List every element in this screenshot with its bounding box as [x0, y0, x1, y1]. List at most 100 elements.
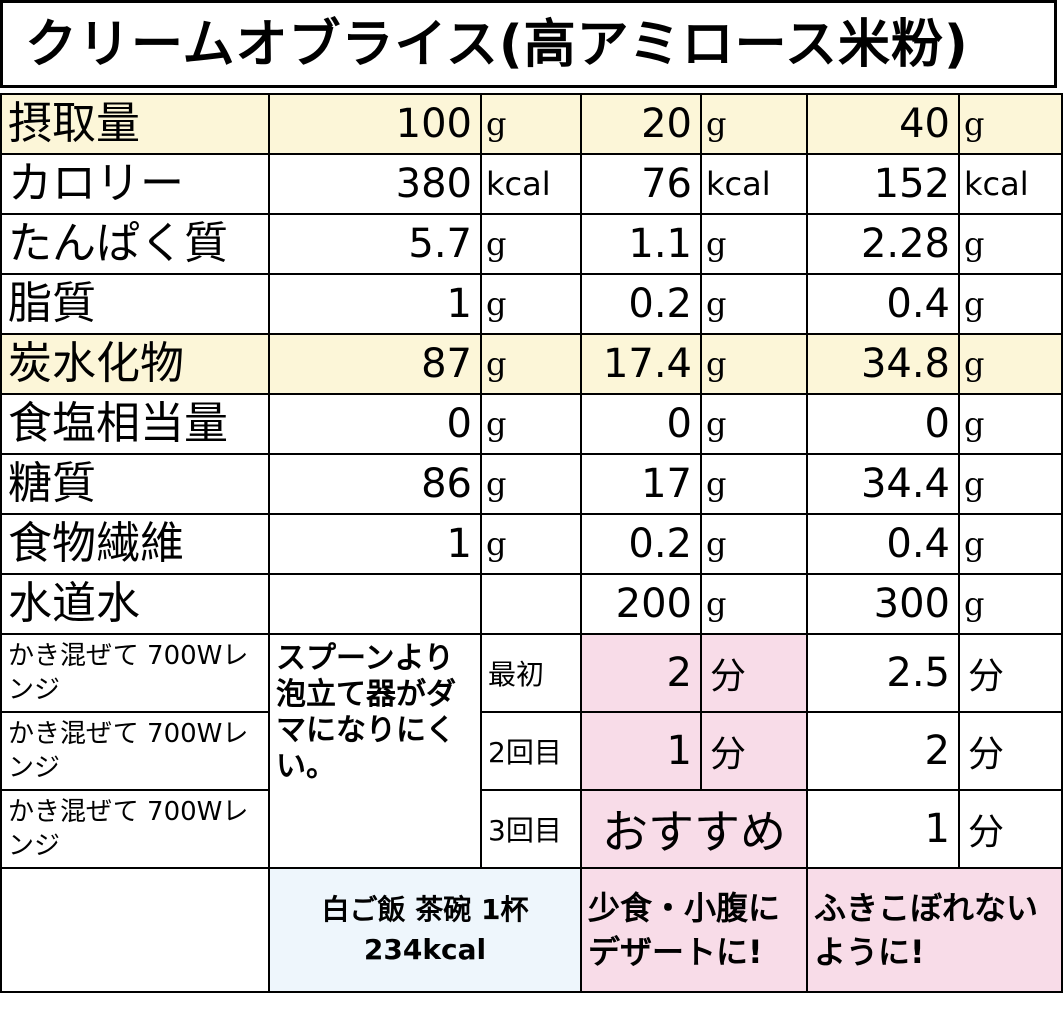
- row-microwave-2: かき混ぜて 700Wレンジ 2回目 1 分 2 分: [0, 711, 1063, 791]
- step-order: 最初: [480, 633, 582, 713]
- value-40g: 152: [806, 153, 960, 215]
- value-20g: 0: [580, 393, 702, 455]
- value-40g: 40: [806, 93, 960, 155]
- unit: [480, 573, 582, 635]
- row-fat: 脂質 1 g 0.2 g 0.4 g: [0, 273, 1063, 335]
- row-sugar: 糖質 86 g 17 g 34.4 g: [0, 453, 1063, 515]
- nutrition-table: 摂取量 100 g 20 g 40 g カロリー 380 kcal 76 kca…: [0, 93, 1063, 993]
- value-20g: 20: [580, 93, 702, 155]
- step-minutes-40g: 2.5: [806, 633, 960, 713]
- value-100g: 87: [268, 333, 482, 395]
- unit: g: [480, 393, 582, 455]
- row-label: 糖質: [0, 453, 270, 515]
- value-100g: 100: [268, 93, 482, 155]
- unit: g: [700, 93, 808, 155]
- unit: 分: [958, 789, 1063, 869]
- row-calorie: カロリー 380 kcal 76 kcal 152 kcal: [0, 153, 1063, 215]
- microwave-label: かき混ぜて 700Wレンジ: [0, 711, 270, 791]
- unit: g: [958, 93, 1063, 155]
- value-20g: 0.2: [580, 513, 702, 575]
- step-order: 3回目: [480, 789, 582, 869]
- row-label: 水道水: [0, 573, 270, 635]
- row-protein: たんぱく質 5.7 g 1.1 g 2.28 g: [0, 213, 1063, 275]
- value-40g: 0.4: [806, 273, 960, 335]
- unit: g: [480, 513, 582, 575]
- row-microwave-3: かき混ぜて 700Wレンジ 3回目 おすすめ 1 分: [0, 789, 1063, 869]
- unit: 分: [958, 711, 1063, 791]
- unit: kcal: [958, 153, 1063, 215]
- unit: g: [958, 213, 1063, 275]
- unit: g: [958, 573, 1063, 635]
- unit: g: [480, 213, 582, 275]
- row-label: 摂取量: [0, 93, 270, 155]
- unit: kcal: [480, 153, 582, 215]
- value-20g: 200: [580, 573, 702, 635]
- value-40g: 34.4: [806, 453, 960, 515]
- caution-note: ふきこぼれないように!: [806, 867, 1063, 993]
- value-20g: 17.4: [580, 333, 702, 395]
- value-40g: 0.4: [806, 513, 960, 575]
- row-label: 脂質: [0, 273, 270, 335]
- unit: 分: [700, 633, 808, 713]
- unit: g: [958, 393, 1063, 455]
- value-20g: 17: [580, 453, 702, 515]
- unit: g: [958, 513, 1063, 575]
- value-100g: 0: [268, 393, 482, 455]
- unit: 分: [700, 711, 808, 791]
- unit: g: [480, 453, 582, 515]
- unit: g: [700, 573, 808, 635]
- unit: g: [700, 453, 808, 515]
- step-minutes-20g: 2: [580, 633, 702, 713]
- value-40g: 0: [806, 393, 960, 455]
- recommended-badge: おすすめ: [580, 789, 808, 869]
- row-intake: 摂取量 100 g 20 g 40 g: [0, 93, 1063, 155]
- step-order: 2回目: [480, 711, 582, 791]
- value-40g: 2.28: [806, 213, 960, 275]
- value-100g: 5.7: [268, 213, 482, 275]
- value-100g: 86: [268, 453, 482, 515]
- step-minutes-20g: 1: [580, 711, 702, 791]
- row-fiber: 食物繊維 1 g 0.2 g 0.4 g: [0, 513, 1063, 575]
- value-100g: 1: [268, 513, 482, 575]
- value-100g: [268, 573, 482, 635]
- value-100g: 1: [268, 273, 482, 335]
- unit: g: [480, 273, 582, 335]
- unit: g: [700, 393, 808, 455]
- value-20g: 1.1: [580, 213, 702, 275]
- value-40g: 300: [806, 573, 960, 635]
- unit: g: [958, 273, 1063, 335]
- row-label: 食塩相当量: [0, 393, 270, 455]
- value-100g: 380: [268, 153, 482, 215]
- unit: g: [958, 453, 1063, 515]
- microwave-label: かき混ぜて 700Wレンジ: [0, 789, 270, 869]
- unit: g: [700, 273, 808, 335]
- dessert-note: 少食・小腹にデザートに!: [580, 867, 808, 993]
- row-microwave-1: かき混ぜて 700Wレンジ スプーンより泡立て器がダマになりにくい。 最初 2 …: [0, 633, 1063, 869]
- unit: 分: [958, 633, 1063, 713]
- page-title: クリームオブライス(高アミロース米粉): [0, 0, 1057, 88]
- row-footer: 白ご飯 茶碗 1杯 234kcal 少食・小腹にデザートに! ふきこぼれないよう…: [0, 867, 1063, 993]
- unit: kcal: [700, 153, 808, 215]
- whisk-tip: スプーンより泡立て器がダマになりにくい。: [268, 633, 482, 869]
- unit: g: [700, 213, 808, 275]
- row-label: たんぱく質: [0, 213, 270, 275]
- unit: g: [480, 93, 582, 155]
- unit: g: [480, 333, 582, 395]
- value-20g: 0.2: [580, 273, 702, 335]
- row-salt: 食塩相当量 0 g 0 g 0 g: [0, 393, 1063, 455]
- value-20g: 76: [580, 153, 702, 215]
- row-label: 炭水化物: [0, 333, 270, 395]
- row-water: 水道水 200 g 300 g: [0, 573, 1063, 635]
- step-minutes-40g: 2: [806, 711, 960, 791]
- unit: g: [700, 333, 808, 395]
- row-label: 食物繊維: [0, 513, 270, 575]
- microwave-label: かき混ぜて 700Wレンジ: [0, 633, 270, 713]
- rice-comparison: 白ご飯 茶碗 1杯 234kcal: [268, 867, 582, 993]
- step-minutes-40g: 1: [806, 789, 960, 869]
- unit: g: [700, 513, 808, 575]
- footer-blank: [0, 867, 270, 993]
- unit: g: [958, 333, 1063, 395]
- value-40g: 34.8: [806, 333, 960, 395]
- row-label: カロリー: [0, 153, 270, 215]
- row-carbohydrate: 炭水化物 87 g 17.4 g 34.8 g: [0, 333, 1063, 395]
